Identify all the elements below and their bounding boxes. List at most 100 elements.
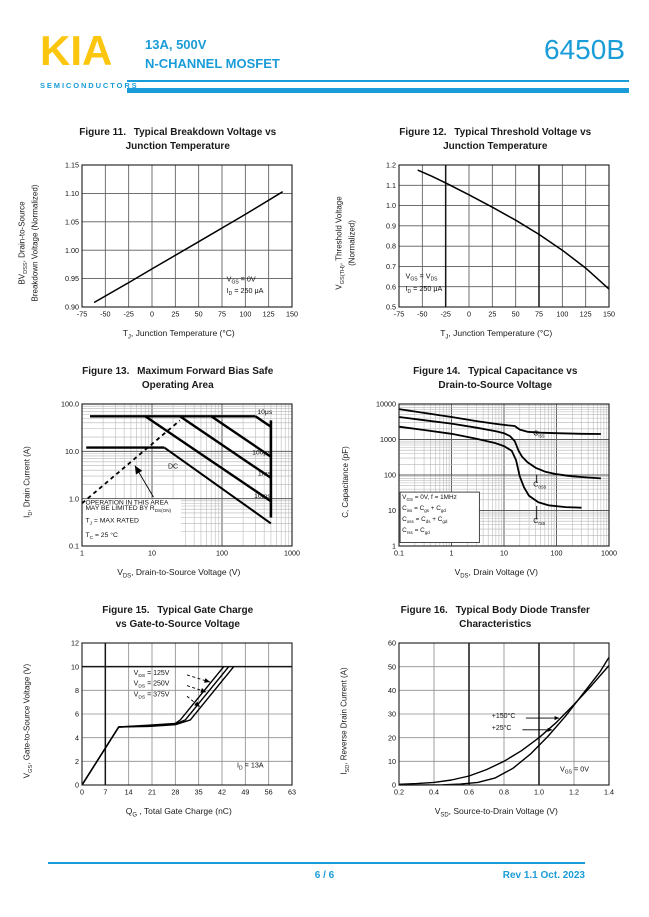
revision-info: Rev 1.1 Oct. 2023	[502, 870, 585, 881]
svg-text:0.90: 0.90	[65, 303, 79, 312]
figure-title: Figure 11. Typical Breakdown Voltage vs J…	[79, 127, 277, 152]
y-axis-label: C, Capacitance (pF)	[341, 446, 351, 518]
chart-annotation: VGS = VDS	[406, 272, 439, 283]
svg-text:150: 150	[603, 310, 615, 319]
svg-text:1: 1	[80, 549, 84, 558]
svg-text:1.4: 1.4	[604, 788, 614, 797]
page-number: 6 / 6	[314, 870, 335, 881]
svg-text:30: 30	[388, 710, 396, 719]
y-axis-label: VGS, Gate-to-Source Voltage (V)	[22, 663, 34, 779]
svg-text:150: 150	[286, 310, 298, 319]
chart-canvas: 10μs 100μs 1ms 10ms DC OPERATION IN THIS AREA…	[61, 400, 300, 558]
chart-annotation: ID = 13A	[237, 760, 264, 771]
x-axis-label: VDS, Drain-to-Source Voltage (V)	[117, 567, 241, 580]
svg-text:10000: 10000	[376, 400, 396, 409]
series-coss	[399, 416, 602, 480]
svg-text:6: 6	[75, 710, 79, 719]
x-axis-label: TJ, Junction Temperature (°C)	[122, 328, 235, 341]
svg-text:1: 1	[450, 549, 454, 558]
series-pulse-10ms	[144, 415, 272, 503]
chart-annotation: Ciss = Cgs + Cgd	[402, 505, 446, 513]
kia-logo: KIA	[40, 27, 113, 74]
y-axis-label: ISD, Reverse Drain Current (A)	[339, 667, 352, 775]
svg-text:12: 12	[71, 639, 79, 648]
svg-text:10: 10	[388, 506, 396, 515]
figure-title: Figure 16. Typical Body Diode Transfer Ch…	[400, 605, 590, 630]
series-ciss	[399, 408, 602, 435]
series-pulse-10us-diagonal	[254, 415, 272, 428]
svg-text:28: 28	[171, 788, 179, 797]
svg-text:-25: -25	[123, 310, 133, 319]
series-vds-375v	[81, 666, 234, 786]
svg-text:2: 2	[75, 757, 79, 766]
svg-text:1.00: 1.00	[65, 246, 79, 255]
svg-text:40: 40	[388, 686, 396, 695]
x-axis-label: TJ, Junction Temperature (°C)	[440, 328, 553, 341]
svg-text:100: 100	[557, 310, 569, 319]
svg-text:0.4: 0.4	[429, 788, 439, 797]
svg-text:0.7: 0.7	[386, 262, 396, 271]
svg-text:21: 21	[148, 788, 156, 797]
part-type: N-CHANNEL MOSFET	[145, 55, 280, 71]
svg-text:1.2: 1.2	[569, 788, 579, 797]
chart-annotation: TC = 25 °C	[85, 531, 118, 541]
svg-text:-25: -25	[441, 310, 451, 319]
svg-text:10: 10	[500, 549, 508, 558]
svg-text:10.0: 10.0	[65, 447, 79, 456]
series-rdson-limit-dashed	[81, 419, 181, 504]
svg-text:0: 0	[75, 781, 79, 790]
chart-annotation: 1ms	[258, 470, 271, 477]
series-pulse-100us	[210, 415, 272, 458]
x-axis-label: VDS, Drain Voltage (V)	[454, 567, 538, 580]
svg-text:1.05: 1.05	[65, 217, 79, 226]
footer-rule	[48, 862, 585, 864]
chart-canvas: Ciss Coss Crss VGS = 0V, f = 1MHz Ciss = Cgs…	[376, 400, 617, 558]
part-description: 13A, 500V N-CHANNEL MOSFET	[145, 36, 280, 74]
svg-text:100: 100	[216, 549, 228, 558]
figure-14: Figure 14. Typical Capacitance vs Drain-t…	[333, 365, 633, 588]
svg-text:7: 7	[103, 788, 107, 797]
figure-title: Figure 13. Maximum Forward Bias Safe Oper…	[82, 366, 274, 391]
svg-text:0.2: 0.2	[394, 788, 404, 797]
series-crss	[399, 425, 582, 509]
svg-text:50: 50	[194, 310, 202, 319]
chart-annotation: Coss = Cds + Cgd	[402, 516, 448, 524]
svg-text:10: 10	[388, 757, 396, 766]
svg-text:10: 10	[148, 549, 156, 558]
y-axis-label: BVDSS, Drain-to-Source Breakdown Voltage …	[17, 184, 39, 302]
y-axis-label: ID, Drain Current (A)	[22, 446, 34, 518]
chart-annotation: Crss	[533, 516, 545, 527]
figure-title: Figure 14. Typical Capacitance vs Drain-t…	[413, 366, 578, 391]
chart-annotation: ID = 250 μA	[226, 286, 263, 297]
figure-13: Figure 13. Maximum Forward Bias Safe Oper…	[16, 365, 316, 588]
y-axis-label: VGS(TH), Threshold Voltage (Normalized)	[334, 196, 357, 290]
svg-text:75: 75	[535, 310, 543, 319]
chart-annotation: 10ms	[254, 493, 271, 500]
svg-text:4: 4	[75, 733, 79, 742]
svg-text:-50: -50	[417, 310, 427, 319]
x-axis-label: QG , Total Gate Charge (nC)	[125, 806, 232, 819]
svg-text:0: 0	[80, 788, 84, 797]
svg-text:25: 25	[489, 310, 497, 319]
charts-grid: Figure 11. Typical Breakdown Voltage vs J…	[8, 126, 641, 827]
svg-text:20: 20	[388, 733, 396, 742]
chart-annotation: VDS = 375V	[133, 691, 169, 700]
svg-text:0.1: 0.1	[394, 549, 404, 558]
series-dc-diagonal	[163, 446, 272, 525]
figure-12: Figure 12. Typical Threshold Voltage vs J…	[333, 126, 633, 349]
svg-text:42: 42	[218, 788, 226, 797]
chart-annotation: VDS = 250V	[133, 681, 169, 690]
svg-text:0: 0	[392, 781, 396, 790]
svg-text:10: 10	[71, 662, 79, 671]
part-rating: 13A, 500V	[145, 37, 207, 52]
svg-text:100.0: 100.0	[61, 400, 79, 409]
chart-annotation: VGS = 0V	[226, 274, 255, 285]
x-axis-label: VSD, Source-to-Drain Voltage (V)	[434, 806, 558, 819]
chart-annotation: Ciss	[533, 429, 545, 440]
svg-text:1.15: 1.15	[65, 161, 79, 170]
svg-text:49: 49	[241, 788, 249, 797]
figure-title: Figure 12. Typical Threshold Voltage vs J…	[399, 127, 592, 152]
chart-annotation: TJ = MAX RATED	[85, 518, 139, 527]
svg-text:8: 8	[75, 686, 79, 695]
